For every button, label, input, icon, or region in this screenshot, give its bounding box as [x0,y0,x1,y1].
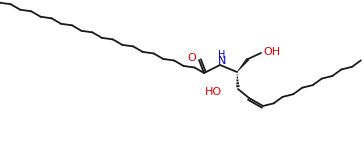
Text: HO: HO [205,87,222,97]
Text: OH: OH [263,47,280,57]
Text: H: H [218,50,226,60]
Text: N: N [218,56,226,66]
Text: O: O [187,53,196,63]
Polygon shape [237,58,249,72]
